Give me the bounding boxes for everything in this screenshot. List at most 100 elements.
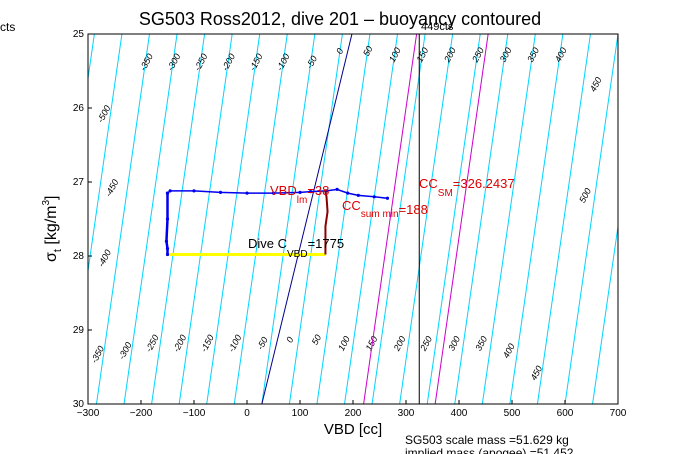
dive-trace bbox=[167, 188, 388, 200]
dive-trace-point bbox=[385, 196, 390, 200]
y-tick-label: 26 bbox=[73, 103, 85, 114]
contour-label: 350 bbox=[525, 46, 541, 64]
contour-label: -200 bbox=[220, 52, 237, 73]
y-label-close: ] bbox=[43, 195, 60, 199]
x-tick-label: 700 bbox=[610, 408, 627, 419]
contour-line bbox=[123, 34, 178, 404]
dive-trace-point bbox=[335, 187, 339, 191]
y-tick-label: 29 bbox=[73, 325, 85, 336]
dive-down-trace-point bbox=[165, 217, 170, 221]
contour-line bbox=[536, 34, 591, 404]
y-tick-label: 27 bbox=[73, 177, 85, 188]
contour-label: -100 bbox=[274, 52, 291, 73]
annotation-cc-sm: CCSM=326.2437 bbox=[419, 176, 515, 199]
contour-label: 400 bbox=[553, 46, 569, 64]
x-tick-label: 400 bbox=[451, 408, 468, 419]
annotation-vbd-lm: VBDlm=38 bbox=[270, 183, 329, 206]
contour-label: 350 bbox=[473, 334, 489, 352]
contour-label: -300 bbox=[116, 340, 133, 361]
contour-label: -50 bbox=[304, 54, 319, 70]
dive-down-trace-point bbox=[165, 252, 170, 257]
contour-label: -200 bbox=[171, 333, 188, 354]
dive-trace-point bbox=[218, 190, 223, 194]
left-cut-text: cts bbox=[0, 20, 15, 34]
contour-line bbox=[648, 34, 681, 404]
dive-trace-point bbox=[346, 191, 350, 195]
contour-line bbox=[206, 34, 261, 404]
x-tick-label: 100 bbox=[292, 408, 309, 419]
chart-title: SG503 Ross2012, dive 201 – buoyancy cont… bbox=[139, 9, 541, 29]
contour-line bbox=[481, 34, 536, 404]
x-axis-ticks: −300 −200 −100 0 100 200 300 400 500 600 700 bbox=[77, 400, 627, 419]
svg-text:σt [kg/m3]: σt [kg/m3] bbox=[41, 195, 64, 262]
contour-label: 0 bbox=[334, 47, 345, 56]
reference-line bbox=[363, 34, 418, 404]
x-tick-label: −100 bbox=[183, 408, 206, 419]
dive-trace-point bbox=[298, 190, 302, 194]
contour-label: -400 bbox=[96, 248, 113, 269]
dive-trace-point bbox=[165, 191, 170, 195]
dive-trace-point bbox=[271, 191, 276, 195]
contour-label: 100 bbox=[336, 334, 352, 352]
contour-label: 450 bbox=[588, 75, 604, 93]
y-label-unit: [kg/m bbox=[43, 206, 60, 250]
y-label-sigma: σ bbox=[43, 252, 60, 262]
footer-line-1: SG503 scale mass =51.629 kg bbox=[405, 433, 569, 447]
contour-line bbox=[454, 34, 509, 404]
contour-line bbox=[592, 222, 618, 404]
contour-line bbox=[344, 34, 399, 404]
x-tick-label: 200 bbox=[345, 408, 362, 419]
contour-line bbox=[178, 34, 233, 404]
x-tick-label: 600 bbox=[557, 408, 574, 419]
dive-trace-point bbox=[168, 189, 172, 193]
x-tick-label: 300 bbox=[398, 408, 415, 419]
contour-label: -50 bbox=[255, 335, 270, 351]
x-axis-label: VBD [cc] bbox=[324, 421, 382, 438]
reference-line bbox=[261, 34, 353, 404]
contour-label: 300 bbox=[446, 334, 462, 352]
y-tick-label: 25 bbox=[73, 29, 85, 40]
contour-line bbox=[88, 34, 123, 275]
y-axis-ticks: 25 26 27 28 29 30 bbox=[73, 29, 92, 410]
contour-label: -100 bbox=[226, 333, 243, 354]
contour-label: 250 bbox=[470, 46, 486, 65]
contour-label: 200 bbox=[391, 334, 407, 353]
contour-line bbox=[316, 34, 371, 404]
contour-label: 50 bbox=[310, 333, 324, 347]
vertical-line-label: 449cts bbox=[421, 21, 454, 33]
contour-label: 450 bbox=[528, 364, 544, 382]
contour-line bbox=[371, 34, 426, 404]
contour-line bbox=[95, 34, 150, 404]
dive-traces bbox=[164, 187, 390, 257]
y-tick-label: 30 bbox=[73, 399, 85, 410]
contour-label: -150 bbox=[247, 52, 264, 73]
contour-label: 400 bbox=[501, 342, 517, 360]
contour-label: 300 bbox=[498, 46, 514, 64]
contour-line bbox=[426, 34, 481, 404]
dive-trace-point bbox=[309, 190, 313, 194]
contour-line bbox=[261, 34, 316, 404]
dive-trace-point bbox=[372, 195, 376, 199]
contour-lines bbox=[88, 34, 681, 404]
dive-down-trace-point bbox=[164, 239, 169, 243]
contour-line bbox=[675, 34, 681, 404]
x-tick-label: −200 bbox=[130, 408, 153, 419]
y-label-sub: t bbox=[52, 249, 64, 252]
contour-label: -450 bbox=[103, 178, 120, 199]
contour-label: -250 bbox=[143, 333, 160, 354]
annotation-cc-sum-min: CCsum min=188 bbox=[342, 198, 428, 220]
contour-label: -350 bbox=[138, 52, 155, 73]
contour-label: -150 bbox=[199, 333, 216, 354]
y-label-sup: 3 bbox=[41, 200, 52, 206]
x-tick-label: 500 bbox=[504, 408, 521, 419]
dark-red-trace bbox=[323, 189, 329, 255]
contour-label: 250 bbox=[418, 334, 434, 353]
annotation-dive-c-vbd: Dive CVBD=1775 bbox=[248, 236, 344, 260]
contour-label: 200 bbox=[442, 46, 458, 65]
contour-line bbox=[288, 34, 343, 404]
x-tick-label: 0 bbox=[244, 408, 250, 419]
contour-label: 100 bbox=[387, 46, 403, 64]
contour-line bbox=[620, 34, 673, 404]
contour-label: 500 bbox=[577, 186, 593, 204]
